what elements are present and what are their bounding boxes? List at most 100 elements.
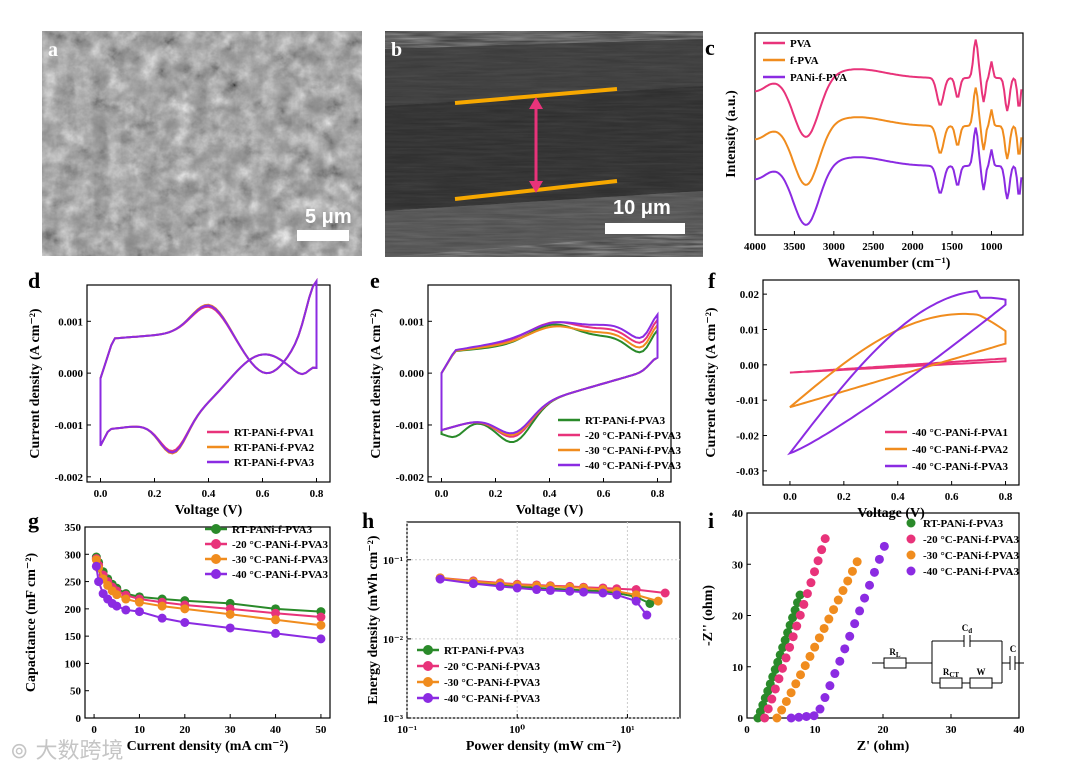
series-line-c-0 bbox=[754, 39, 1023, 138]
ytick-label-d-1: -0.001 bbox=[55, 420, 83, 432]
xtick-label-g-1: 10 bbox=[134, 724, 146, 736]
xtick-label-f-2: 0.4 bbox=[891, 491, 905, 503]
xtick-label-f-4: 0.8 bbox=[999, 491, 1013, 503]
legend-c-2: PANi-f-PVA bbox=[790, 72, 847, 84]
circuit-rl-label: RL bbox=[889, 647, 901, 659]
point-i-3-15 bbox=[869, 567, 879, 577]
point-h-3-6 bbox=[565, 586, 575, 596]
ytick-label-e-1: -0.001 bbox=[396, 420, 424, 432]
xtick-label-i-0: 0 bbox=[744, 724, 750, 736]
xtick-label-c-4: 2000 bbox=[902, 241, 925, 253]
point-i-3-7 bbox=[830, 669, 840, 679]
ylabel-f: Current density (A cm⁻²) bbox=[704, 307, 719, 457]
ytick-label-i-0: 0 bbox=[738, 713, 744, 725]
xlabel-d: Voltage (V) bbox=[175, 503, 243, 518]
legend-g-3: -40 °C-PANi-f-PVA3 bbox=[232, 569, 328, 581]
xtick-label-c-5: 1500 bbox=[941, 241, 964, 253]
point-i-2-0 bbox=[772, 713, 782, 723]
legend-marker-i-1 bbox=[906, 534, 916, 544]
xtick-label-d-3: 0.6 bbox=[256, 488, 270, 500]
xtick-label-g-5: 50 bbox=[315, 724, 327, 736]
point-i-0-4 bbox=[763, 686, 773, 696]
ytick-label-e-0: -0.002 bbox=[396, 472, 425, 484]
point-i-2-14 bbox=[838, 586, 848, 596]
point-g-3-5 bbox=[112, 601, 122, 611]
ytick-label-e-2: 0.000 bbox=[399, 368, 424, 380]
point-i-2-2 bbox=[781, 696, 791, 706]
legend-e-3: -40 °C-PANi-f-PVA3 bbox=[585, 460, 681, 472]
xtick-label-d-4: 0.8 bbox=[310, 488, 324, 500]
point-i-3-10 bbox=[845, 631, 855, 641]
legend-i-2: -30 °C-PANi-f-PVA3 bbox=[923, 550, 1019, 562]
ylabel-h: Energy density (mWh cm⁻²) bbox=[366, 535, 381, 704]
point-i-2-9 bbox=[814, 633, 824, 643]
scale-label-a: 5 μm bbox=[305, 206, 352, 228]
point-i-2-13 bbox=[833, 595, 843, 605]
xtick-label-c-0: 4000 bbox=[744, 241, 767, 253]
legend-marker-h-0 bbox=[423, 645, 433, 655]
legend-marker-h-3 bbox=[423, 693, 433, 703]
ytick-label-h-0: 10⁻³ bbox=[383, 713, 404, 725]
point-g-3-11 bbox=[271, 628, 281, 638]
legend-marker-g-1 bbox=[211, 539, 221, 549]
panel-label-d: d bbox=[28, 268, 41, 293]
series-line-d-0 bbox=[99, 277, 318, 453]
ytick-label-g-0: 0 bbox=[76, 713, 82, 725]
xtick-label-i-4: 40 bbox=[1014, 724, 1026, 736]
ytick-label-f-1: -0.02 bbox=[736, 431, 759, 443]
point-i-2-5 bbox=[796, 670, 806, 680]
point-i-1-16 bbox=[817, 545, 827, 555]
sem-image-a: a 5 μm bbox=[42, 31, 362, 256]
circuit-rct-label: RCT bbox=[943, 667, 960, 679]
point-i-1-12 bbox=[802, 589, 812, 599]
panel-label-f: f bbox=[708, 268, 716, 293]
point-h-3-9 bbox=[612, 590, 622, 600]
plot-frame-f bbox=[762, 279, 1020, 486]
series-line-d-2 bbox=[99, 277, 318, 454]
point-i-1-8 bbox=[788, 632, 798, 642]
legend-marker-g-2 bbox=[211, 554, 221, 564]
point-g-3-6 bbox=[121, 605, 131, 615]
point-g-3-12 bbox=[316, 634, 326, 644]
point-i-1-14 bbox=[810, 567, 820, 577]
point-i-3-1 bbox=[794, 712, 804, 722]
legend-marker-g-3 bbox=[211, 569, 221, 579]
scale-label-b: 10 μm bbox=[613, 197, 671, 219]
point-i-3-12 bbox=[855, 606, 865, 616]
point-i-1-10 bbox=[795, 610, 805, 620]
scale-bar-b bbox=[605, 223, 685, 234]
point-i-3-9 bbox=[840, 644, 850, 654]
xtick-label-g-3: 30 bbox=[225, 724, 237, 736]
point-i-1-1 bbox=[763, 704, 773, 714]
point-g-2-5 bbox=[112, 590, 122, 600]
point-h-3-8 bbox=[598, 588, 608, 598]
point-i-3-8 bbox=[835, 656, 845, 666]
watermark-text: 大数跨境 bbox=[35, 739, 124, 764]
ytick-label-g-7: 350 bbox=[65, 522, 82, 534]
point-g-2-7 bbox=[134, 597, 144, 607]
legend-i-3: -40 °C-PANi-f-PVA3 bbox=[923, 566, 1019, 578]
ytick-label-i-4: 40 bbox=[732, 508, 744, 520]
ytick-label-d-2: 0.000 bbox=[58, 368, 83, 380]
panel-label-g: g bbox=[28, 508, 39, 533]
point-i-3-11 bbox=[850, 619, 860, 629]
point-i-2-10 bbox=[819, 623, 829, 633]
panel-label-h: h bbox=[362, 508, 375, 533]
xtick-label-g-4: 40 bbox=[270, 724, 282, 736]
circuit-w-label: W bbox=[977, 667, 986, 677]
point-g-3-8 bbox=[157, 613, 167, 623]
point-i-3-13 bbox=[860, 593, 870, 603]
legend-marker-i-3 bbox=[906, 566, 916, 576]
panel-label-a: a bbox=[48, 39, 58, 61]
point-h-1-11 bbox=[660, 588, 670, 598]
ytick-label-f-3: 0.00 bbox=[740, 360, 760, 372]
xlabel-g: Current density (mA cm⁻²) bbox=[127, 739, 289, 754]
point-g-3-10 bbox=[225, 623, 235, 633]
ytick-label-e-3: 0.001 bbox=[399, 316, 424, 328]
point-g-3-0 bbox=[91, 561, 101, 571]
ytick-label-g-1: 50 bbox=[70, 686, 82, 698]
legend-f-1: -40 °C-PANi-f-PVA2 bbox=[912, 444, 1008, 456]
xlabel-i: Z' (ohm) bbox=[857, 739, 910, 754]
legend-g-0: RT-PANi-f-PVA3 bbox=[232, 524, 313, 536]
xtick-label-f-3: 0.6 bbox=[945, 491, 959, 503]
